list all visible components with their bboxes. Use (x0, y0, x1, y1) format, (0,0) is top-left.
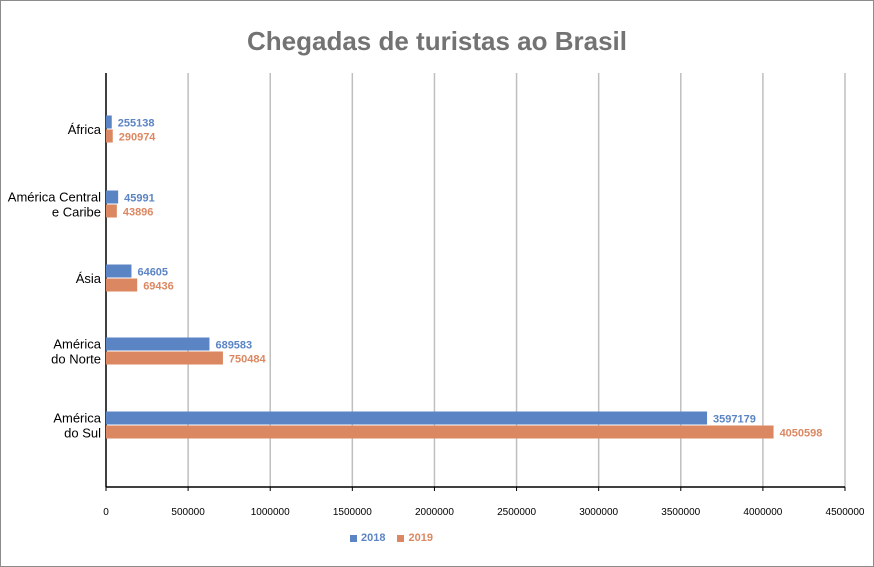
category-label: Ásia (76, 271, 102, 286)
data-label-2019: 43896 (123, 207, 154, 219)
x-tick-label: 3500000 (661, 507, 700, 518)
data-label-2019: 69436 (143, 281, 174, 293)
data-label-2018: 64605 (137, 267, 168, 279)
data-label-2019: 4050598 (780, 428, 823, 440)
category-label-line: África (68, 122, 102, 137)
bar-2018 (106, 337, 210, 351)
category-label-line: América (53, 411, 101, 426)
category-label-line: do Sul (64, 426, 101, 441)
category-label: América Central e Caribe (8, 190, 101, 220)
legend-label-2019: 2019 (408, 532, 433, 544)
category-label: América do Norte (51, 337, 102, 367)
category-label-line: América (53, 337, 101, 352)
data-label-2018: 255138 (118, 118, 155, 130)
x-tick-label: 4500000 (826, 507, 865, 518)
x-tick-label: 4000000 (743, 507, 782, 518)
data-label-2019: 290974 (119, 132, 157, 144)
bar-2019 (106, 204, 117, 218)
x-tick-label: 2500000 (497, 507, 536, 518)
bar-2018 (106, 411, 708, 425)
legend-swatch-2019 (397, 534, 405, 542)
x-tick-label: 1500000 (333, 507, 372, 518)
legend: 2018 2019 (350, 532, 433, 544)
data-label-2019: 750484 (229, 354, 267, 366)
category-label-line: América Central (8, 190, 101, 205)
bar-2019 (106, 351, 223, 365)
x-tick-label: 2000000 (415, 507, 454, 518)
legend-item-2018: 2018 (350, 532, 385, 544)
category-label: África (68, 122, 102, 137)
x-tick-label: 3000000 (579, 507, 618, 518)
x-tick-label: 500000 (171, 507, 205, 518)
legend-swatch-2018 (350, 534, 357, 542)
bar-2018 (106, 115, 112, 129)
data-label-2018: 3597179 (713, 414, 756, 426)
bar-2018 (106, 264, 132, 278)
category-label: América do Sul (53, 411, 101, 441)
bar-2019 (106, 129, 113, 143)
category-label-line: do Norte (51, 352, 101, 367)
data-label-2018: 45991 (124, 193, 155, 205)
legend-item-2019: 2019 (397, 532, 433, 544)
x-tick-label: 1000000 (251, 507, 290, 518)
chart-title: Chegadas de turistas ao Brasil (246, 26, 628, 56)
bar-2019 (106, 278, 138, 292)
data-label-2018: 689583 (215, 340, 252, 352)
legend-label-2018: 2018 (361, 532, 386, 544)
x-tick-label: 0 (103, 507, 109, 518)
bar-2018 (106, 190, 119, 204)
category-label-line: Ásia (76, 271, 102, 286)
category-label-line: e Caribe (52, 205, 101, 220)
bar-2019 (106, 425, 774, 439)
